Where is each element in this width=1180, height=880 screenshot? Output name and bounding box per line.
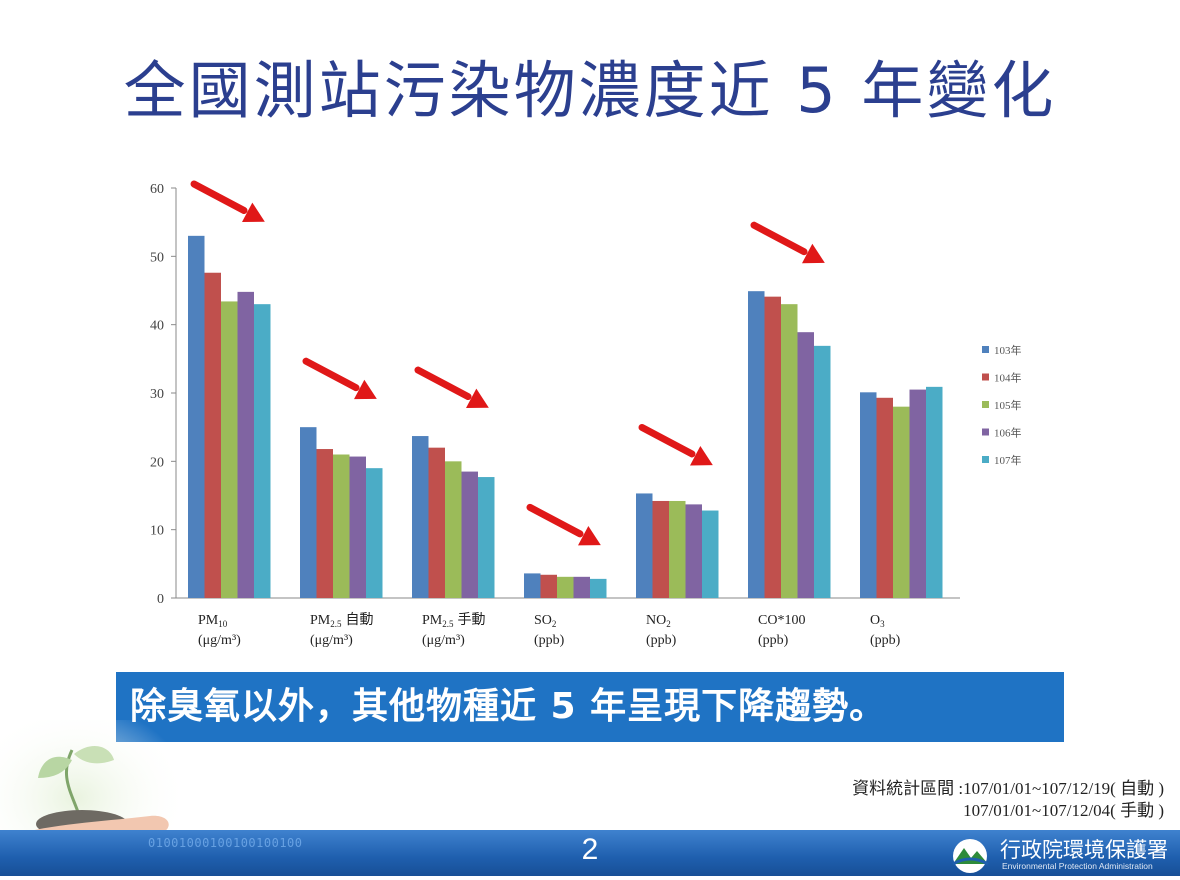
bar: [445, 461, 462, 598]
bar: [669, 500, 686, 598]
legend-swatch: [982, 373, 989, 381]
x-unit-label: (ppb): [758, 633, 789, 648]
bar: [540, 574, 557, 598]
bar: [366, 468, 383, 598]
trend-arrow-shaft: [526, 503, 584, 538]
bar: [333, 454, 350, 598]
bar: [876, 397, 893, 598]
data-period-note: 資料統計區間 :107/01/01~107/12/19( 自動 ) 107/01…: [852, 778, 1164, 822]
legend-label: 107年: [994, 453, 1022, 467]
x-unit-label: (μg/m³): [310, 633, 353, 648]
x-category-label: PM2.5 手動: [422, 612, 485, 629]
bar: [764, 296, 781, 598]
trend-arrow-head: [690, 446, 713, 466]
bar: [412, 436, 429, 598]
epa-emblem-icon: [952, 839, 989, 873]
trend-arrow-shaft: [414, 366, 472, 401]
y-tick-label: 40: [150, 319, 164, 334]
legend-label: 103年: [994, 343, 1022, 357]
y-tick-label: 30: [150, 387, 164, 402]
x-category-label: PM2.5 自動: [310, 612, 373, 629]
trend-arrow-head: [578, 525, 601, 546]
x-category-label: CO*100: [758, 613, 805, 628]
trend-arrow-shaft: [302, 357, 360, 392]
legend-swatch: [982, 346, 989, 353]
bar: [702, 510, 719, 598]
bar: [524, 573, 541, 598]
trend-arrow-head: [802, 243, 825, 264]
bar: [860, 392, 877, 598]
epa-logo: 行政院環境保護署 Environmental Protection Admini…: [940, 832, 1180, 876]
bar: [300, 427, 317, 598]
bar: [748, 291, 765, 598]
bar: [428, 447, 445, 598]
bar: [652, 500, 669, 598]
bar: [893, 406, 910, 598]
bar: [909, 389, 926, 598]
bar: [349, 456, 366, 598]
x-category-label: SO2: [534, 613, 556, 629]
bar-chart: 0 10 20 30 40 50 60 PM10 (μg/m³) PM2.5 自動 (μg/m³) PM…: [150, 180, 1022, 648]
y-tick-label: 0: [157, 592, 164, 607]
x-category-label: PM10: [198, 613, 228, 629]
y-tick-label: 60: [150, 182, 164, 197]
bar: [781, 304, 798, 598]
legend-swatch: [982, 456, 989, 463]
org-name: 行政院環境保護署: [1000, 838, 1168, 862]
trend-arrow-shaft: [638, 423, 696, 458]
bar: [316, 449, 333, 598]
page-number: 2: [581, 833, 599, 866]
bar: [814, 345, 831, 598]
trend-arrow-shaft: [190, 180, 248, 214]
trend-arrow-shaft: [750, 221, 808, 256]
y-tick-label: 20: [150, 455, 164, 470]
bar: [797, 332, 814, 598]
bar: [254, 304, 271, 598]
x-category-label: NO2: [646, 613, 671, 629]
trend-arrow-head: [466, 388, 489, 409]
legend-label: 104年: [994, 371, 1022, 385]
y-tick-label: 10: [150, 524, 164, 539]
bar: [636, 493, 653, 598]
data-period-auto: 資料統計區間 :107/01/01~107/12/19( 自動 ): [852, 779, 1164, 798]
legend-label: 105年: [994, 398, 1022, 412]
data-period-manual: 107/01/01~107/12/04( 手動 ): [963, 801, 1164, 820]
conclusion-banner: 除臭氧以外，其他物種近 5 年呈現下降趨勢。: [116, 672, 1064, 742]
x-category-label: O3: [870, 613, 885, 629]
x-unit-label: (μg/m³): [198, 633, 241, 648]
bar: [237, 291, 254, 598]
x-unit-label: (ppb): [870, 633, 901, 648]
bar: [926, 386, 943, 598]
trend-arrow-head: [354, 379, 377, 400]
bar: [685, 504, 702, 598]
legend-swatch: [982, 401, 989, 408]
x-unit-label: (ppb): [646, 633, 677, 648]
bar: [461, 471, 478, 598]
bar: [590, 578, 607, 598]
x-unit-label: (μg/m³): [422, 633, 465, 648]
binary-decoration: 01001000100100100100: [148, 836, 303, 850]
bar: [557, 576, 574, 598]
y-tick-label: 50: [150, 250, 164, 265]
legend-label: 106年: [994, 426, 1022, 440]
bar: [204, 272, 221, 598]
bar: [188, 235, 205, 598]
slide-title: 全國測站污染物濃度近 5 年變化: [123, 54, 1057, 127]
bar: [573, 576, 590, 598]
trend-arrow-head: [242, 202, 265, 223]
bar: [478, 477, 495, 598]
org-name-en: Environmental Protection Administration: [1002, 861, 1153, 871]
bar: [221, 301, 238, 598]
x-unit-label: (ppb): [534, 633, 565, 648]
legend-swatch: [982, 428, 989, 436]
